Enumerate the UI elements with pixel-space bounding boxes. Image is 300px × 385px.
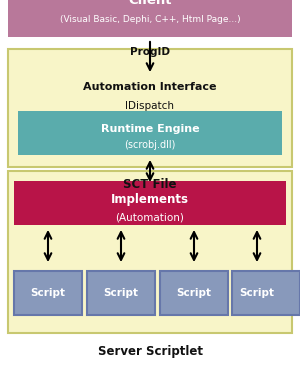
Text: (scrobj.dll): (scrobj.dll) — [124, 140, 176, 150]
Bar — [14, 271, 82, 315]
Bar — [18, 111, 282, 155]
Text: Script: Script — [239, 288, 274, 298]
Bar — [8, 171, 292, 333]
Bar — [8, 0, 292, 37]
Bar — [87, 271, 155, 315]
Bar — [160, 271, 228, 315]
Bar — [232, 271, 300, 315]
Text: Script: Script — [31, 288, 65, 298]
Text: Runtime Engine: Runtime Engine — [101, 124, 199, 134]
Bar — [14, 181, 286, 225]
Text: ProgID: ProgID — [130, 47, 170, 57]
Text: Server Scriptlet: Server Scriptlet — [98, 345, 202, 358]
Text: Client: Client — [128, 0, 172, 7]
Text: (Automation): (Automation) — [116, 212, 184, 222]
Bar — [8, 49, 292, 167]
Text: Automation Interface: Automation Interface — [83, 82, 217, 92]
Text: IDispatch: IDispatch — [125, 101, 175, 111]
Text: Script: Script — [176, 288, 211, 298]
Text: Implements: Implements — [111, 194, 189, 206]
Text: (Visual Basic, Dephi, C++, Html Page...): (Visual Basic, Dephi, C++, Html Page...) — [60, 15, 240, 23]
Text: Script: Script — [103, 288, 139, 298]
Text: SCT File: SCT File — [123, 179, 177, 191]
